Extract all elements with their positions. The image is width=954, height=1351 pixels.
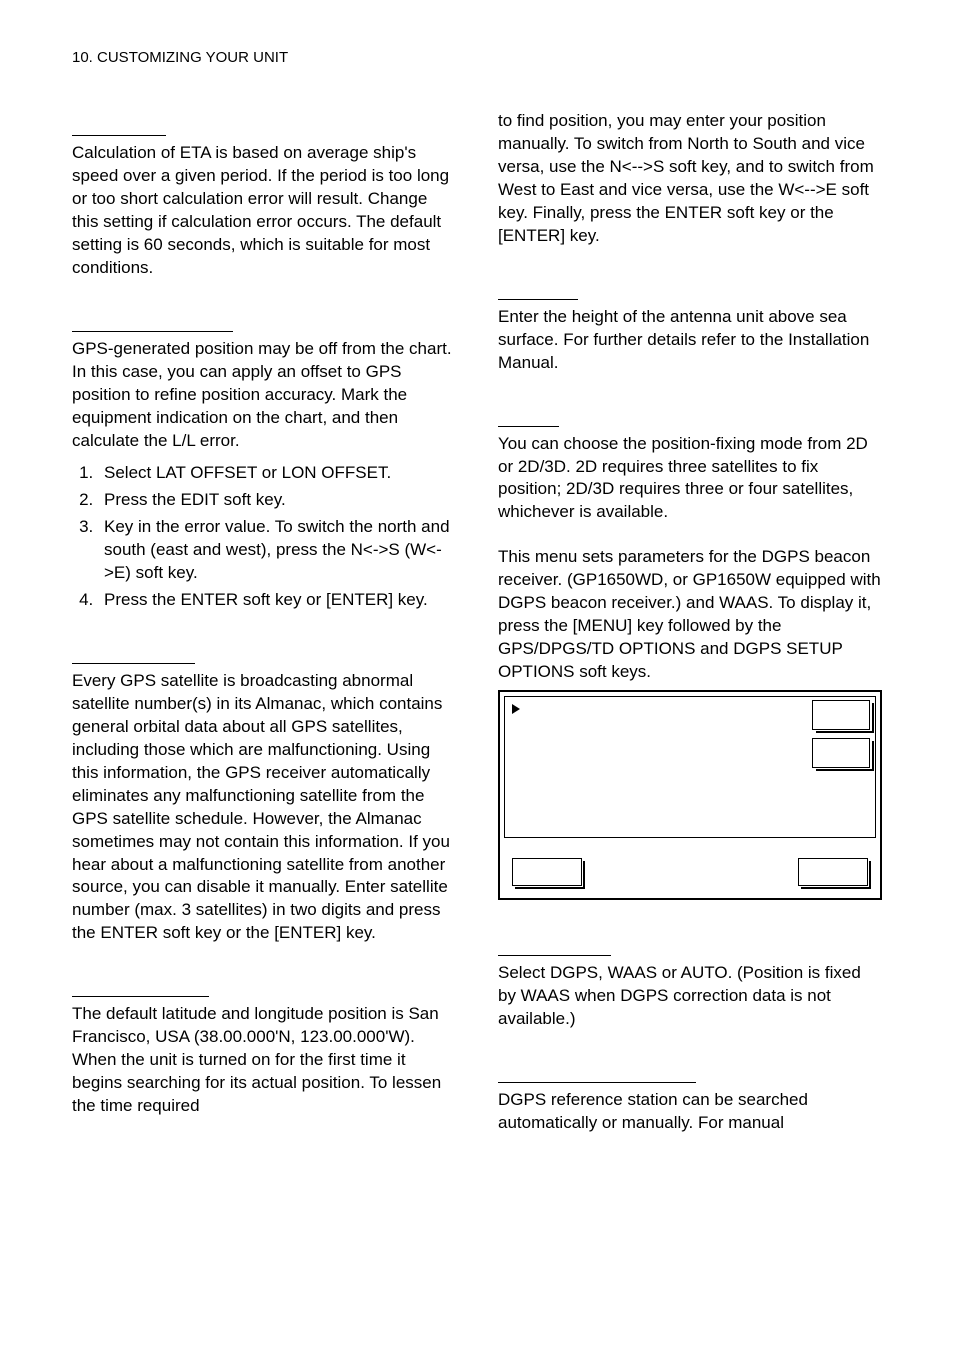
paragraph: DGPS reference station can be searched a… [498, 1089, 882, 1135]
softkey-box [812, 700, 870, 730]
softkey-box [512, 858, 582, 886]
step-item: Press the ENTER soft key or [ENTER] key. [98, 589, 456, 612]
paragraph-continuation: to find position, you may enter your pos… [498, 110, 882, 248]
section-heading-placeholder [72, 110, 166, 136]
page-header: 10. CUSTOMIZING YOUR UNIT [72, 48, 882, 68]
section-heading-placeholder [498, 401, 559, 427]
paragraph: Select DGPS, WAAS or AUTO. (Position is … [498, 962, 882, 1031]
paragraph: This menu sets parameters for the DGPS b… [498, 546, 882, 684]
step-item: Key in the error value. To switch the no… [98, 516, 456, 585]
section-heading-placeholder [498, 1057, 696, 1083]
two-column-layout: Calculation of ETA is based on average s… [72, 110, 882, 1138]
section-heading-placeholder [498, 930, 611, 956]
softkey-box [812, 738, 870, 768]
paragraph: Enter the height of the antenna unit abo… [498, 306, 882, 375]
paragraph: GPS-generated position may be off from t… [72, 338, 456, 453]
paragraph: You can choose the position-fixing mode … [498, 433, 882, 525]
paragraph: Every GPS satellite is broadcasting abno… [72, 670, 456, 945]
softkey-box [798, 858, 868, 886]
cursor-triangle-icon [512, 704, 520, 714]
paragraph: The default latitude and longitude posit… [72, 1003, 456, 1118]
paragraph: Calculation of ETA is based on average s… [72, 142, 456, 280]
steps-list: Select LAT OFFSET or LON OFFSET. Press t… [72, 462, 456, 612]
section-heading-placeholder [72, 306, 233, 332]
right-column: to find position, you may enter your pos… [498, 110, 882, 1138]
section-heading-placeholder [498, 274, 578, 300]
menu-diagram [498, 690, 882, 900]
step-item: Select LAT OFFSET or LON OFFSET. [98, 462, 456, 485]
left-column: Calculation of ETA is based on average s… [72, 110, 456, 1138]
step-item: Press the EDIT soft key. [98, 489, 456, 512]
section-heading-placeholder [72, 638, 195, 664]
section-heading-placeholder [72, 971, 209, 997]
